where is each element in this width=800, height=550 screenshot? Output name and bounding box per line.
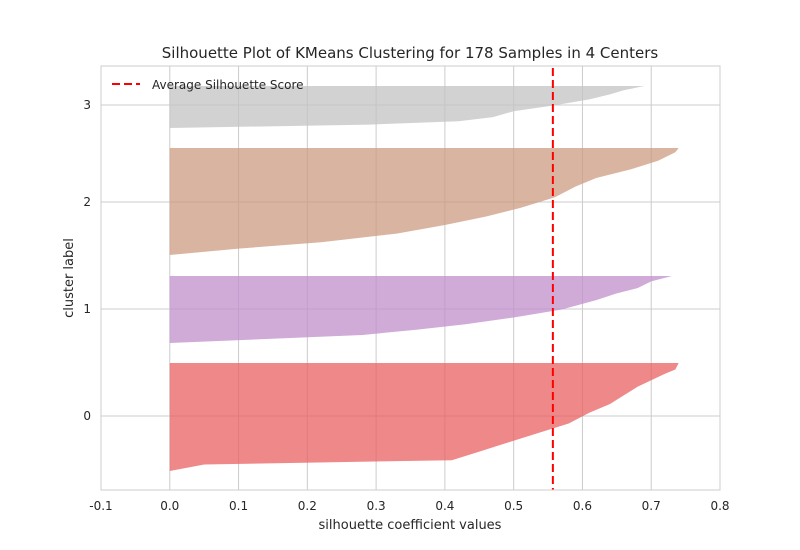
y-tick-label: 3 bbox=[83, 98, 91, 112]
y-tick-label: 0 bbox=[83, 409, 91, 423]
x-tick-label: 0.0 bbox=[160, 499, 179, 513]
legend: Average Silhouette Score bbox=[112, 78, 304, 92]
y-tick-label: 1 bbox=[83, 302, 91, 316]
x-tick-label: 0.3 bbox=[367, 499, 386, 513]
silhouette-cluster-2 bbox=[169, 148, 679, 255]
silhouette-cluster-0 bbox=[169, 363, 679, 471]
x-tick-label: 0.2 bbox=[298, 499, 317, 513]
x-tick-label: 0.6 bbox=[573, 499, 592, 513]
x-tick-labels: -0.1 0.0 0.1 0.2 0.3 0.4 0.5 0.6 0.7 0.8 bbox=[89, 499, 729, 513]
x-tick-label: -0.1 bbox=[89, 499, 112, 513]
silhouettes bbox=[169, 86, 679, 471]
x-tick-label: 0.1 bbox=[229, 499, 248, 513]
chart-title: Silhouette Plot of KMeans Clustering for… bbox=[162, 44, 659, 62]
y-tick-label: 2 bbox=[83, 195, 91, 209]
x-tick-label: 0.4 bbox=[435, 499, 454, 513]
y-tick-labels: 0 1 2 3 bbox=[83, 98, 91, 423]
x-tick-label: 0.7 bbox=[642, 499, 661, 513]
silhouette-cluster-1 bbox=[169, 276, 672, 343]
silhouette-cluster-3 bbox=[169, 86, 645, 128]
x-tick-label: 0.5 bbox=[504, 499, 523, 513]
x-tick-label: 0.8 bbox=[710, 499, 729, 513]
legend-label: Average Silhouette Score bbox=[152, 78, 304, 92]
plot-frame bbox=[100, 65, 721, 491]
x-axis-label: silhouette coefficient values bbox=[319, 518, 502, 533]
y-axis-label: cluster label bbox=[62, 238, 77, 318]
